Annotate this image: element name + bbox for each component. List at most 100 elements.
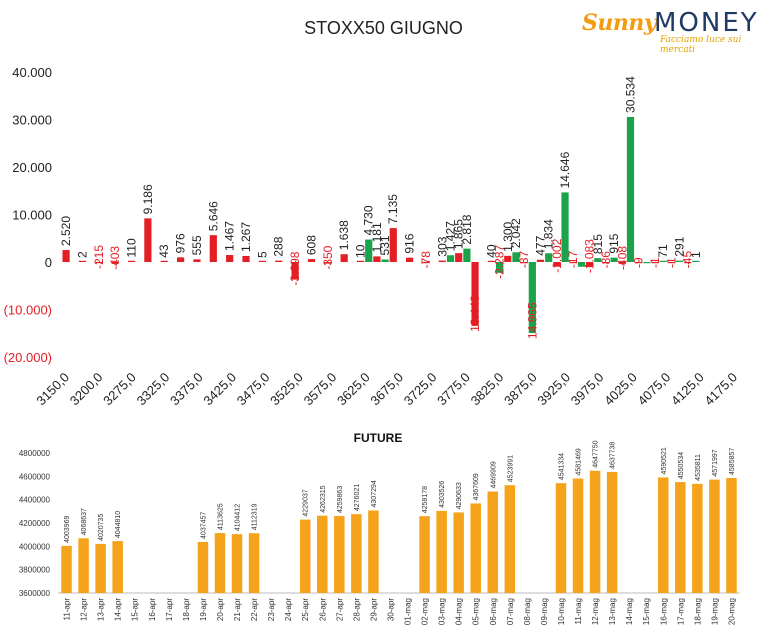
- future-bar: [589, 470, 601, 593]
- future-data-label: 4037457: [200, 512, 207, 539]
- data-label: 2.520: [59, 216, 73, 246]
- future-bar: [504, 485, 516, 593]
- future-y-tick-label: 4400000: [19, 496, 51, 505]
- bar: [594, 258, 602, 262]
- future-data-label: 4276021: [354, 484, 361, 511]
- bar: [520, 262, 528, 264]
- future-bar: [197, 541, 209, 593]
- future-x-tick-label: 23-apr: [267, 598, 276, 621]
- bar: [422, 262, 430, 264]
- future-x-tick-label: 17-mag: [676, 598, 685, 625]
- bar: [95, 262, 103, 264]
- future-x-tick-label: 16-mag: [659, 598, 668, 625]
- future-data-label: 4303526: [439, 481, 446, 508]
- data-label: 71: [656, 244, 670, 258]
- data-label: 10: [354, 244, 368, 258]
- data-label: 14.965: [525, 302, 539, 339]
- logo-text-money: MONEY: [654, 8, 759, 38]
- future-x-tick-label: 22-apr: [250, 598, 259, 621]
- future-y-tick-label: 4200000: [19, 519, 51, 528]
- future-data-label: 4068637: [81, 508, 88, 535]
- future-data-label: 4044810: [115, 511, 122, 538]
- future-x-tick-label: 03-mag: [438, 598, 447, 625]
- future-bar: [214, 533, 226, 593]
- future-x-tick-label: 27-apr: [335, 598, 344, 621]
- brand-logo: Sunny MONEY Facciamo luce sui mercati: [582, 8, 762, 55]
- bar: [389, 228, 397, 262]
- bar: [193, 259, 201, 262]
- data-label: 291: [673, 236, 687, 256]
- future-data-label: 4647750: [593, 440, 600, 467]
- data-label: 1.267: [239, 222, 253, 252]
- bar: [577, 262, 586, 267]
- future-y-tick-label: 4800000: [19, 449, 51, 458]
- future-x-tick-label: 17-apr: [165, 598, 174, 621]
- future-x-tick-label: 02-mag: [421, 598, 430, 625]
- data-label: -17: [566, 250, 580, 268]
- future-data-label: 4307294: [371, 480, 378, 507]
- bar: [275, 260, 283, 262]
- data-label: 43: [157, 244, 171, 258]
- future-x-tick-label: 15-mag: [642, 598, 651, 625]
- y-tick-label: 0: [45, 255, 52, 270]
- future-x-tick-label: 09-mag: [540, 598, 549, 625]
- data-label: 2: [75, 251, 89, 258]
- data-label: -78: [419, 251, 433, 269]
- data-label: -408: [615, 246, 629, 270]
- y-tick-label: 10.000: [12, 208, 52, 223]
- future-bar: [419, 516, 430, 593]
- future-data-label: 4262315: [320, 485, 327, 512]
- future-x-tick-label: 04-mag: [455, 598, 464, 625]
- future-bar: [658, 477, 669, 593]
- future-bar: [231, 534, 243, 593]
- future-x-tick-label: 28-apr: [352, 598, 361, 621]
- bar: [455, 253, 463, 262]
- future-bar: [78, 538, 89, 593]
- future-y-tick-label: 4000000: [19, 542, 51, 551]
- bar: [585, 262, 594, 268]
- future-data-label: 4112319: [252, 503, 259, 530]
- data-label: 288: [272, 236, 286, 256]
- bar: [471, 262, 479, 326]
- data-label: 5.646: [206, 201, 220, 231]
- bar: [463, 248, 471, 262]
- future-x-tick-label: 14-apr: [114, 598, 123, 621]
- future-x-tick-label: 18-apr: [182, 598, 191, 621]
- future-x-tick-label: 26-apr: [318, 598, 327, 621]
- bar: [160, 260, 168, 262]
- future-data-label: 4258178: [422, 486, 429, 513]
- data-label: -1.083: [583, 239, 597, 273]
- future-x-tick-label: 19-mag: [710, 598, 719, 625]
- future-bar: [675, 482, 686, 593]
- data-label: 14.646: [558, 151, 572, 188]
- data-label: -3.698: [288, 251, 302, 285]
- data-label: 1.181: [370, 222, 384, 252]
- bar: [356, 260, 365, 262]
- future-bar: [95, 543, 106, 593]
- bar: [569, 262, 577, 264]
- future-x-tick-label: 16-apr: [148, 598, 157, 621]
- bar: [373, 256, 381, 262]
- future-data-label: 4469909: [490, 461, 497, 488]
- bar: [659, 260, 667, 262]
- data-label: 7.135: [386, 194, 400, 224]
- future-bar: [436, 510, 447, 593]
- data-label: 608: [304, 235, 318, 255]
- bar: [62, 250, 70, 262]
- bar: [536, 259, 545, 262]
- bar: [78, 260, 87, 262]
- future-data-label: 4637738: [610, 442, 617, 469]
- bar: [127, 260, 136, 262]
- future-data-label: 4113625: [217, 503, 224, 530]
- bar: [528, 262, 536, 334]
- future-y-tick-label: 3600000: [19, 589, 51, 598]
- future-data-label: 4290633: [456, 482, 463, 509]
- future-data-label: 4367609: [473, 473, 480, 500]
- future-data-label: 4259863: [337, 486, 344, 513]
- bar: [667, 262, 675, 264]
- future-data-label: 4104412: [235, 504, 242, 531]
- future-data-label: 4229037: [303, 489, 310, 516]
- future-y-tick-label: 4600000: [19, 472, 51, 481]
- bar: [545, 253, 553, 262]
- future-bar: [606, 471, 618, 593]
